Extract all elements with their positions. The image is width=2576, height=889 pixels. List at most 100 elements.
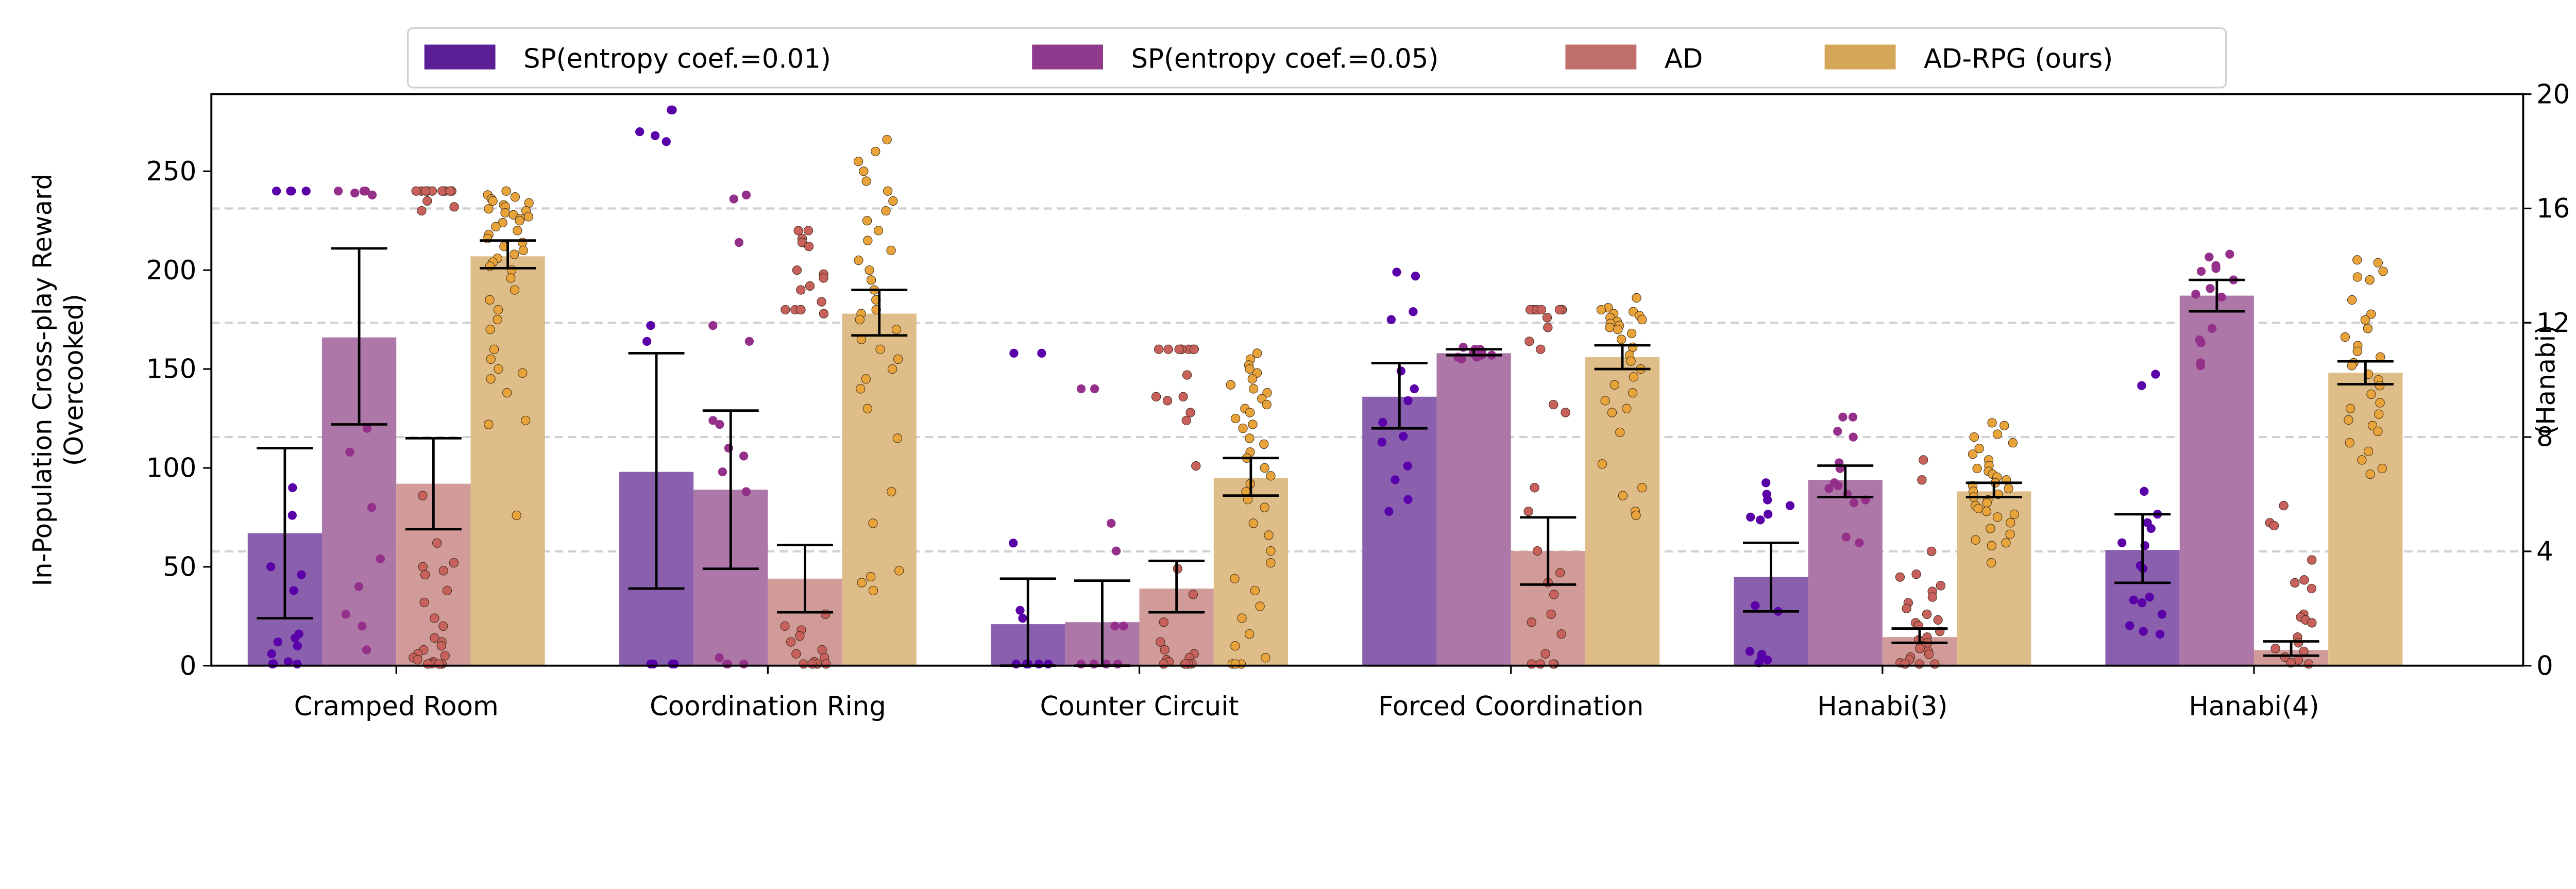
data-point [2008,438,2018,448]
data-point [267,659,277,669]
data-point [2139,627,2148,636]
data-point [708,321,718,330]
data-point [2299,575,2309,585]
data-point [1523,507,1533,516]
data-point [1409,307,1418,316]
data-point [1015,606,1025,615]
data-point [1403,461,1412,471]
data-point [1245,629,1255,639]
data-point [1191,461,1201,471]
data-point [1999,421,2009,431]
data-point [358,622,367,631]
data-point [1546,609,1556,619]
data-point [2001,538,2011,548]
data-point [2269,521,2279,531]
data-point [2290,578,2300,588]
data-point [868,585,878,595]
data-point [1930,659,1940,669]
data-point [2004,483,2013,494]
data-point [1151,392,1161,401]
data-point [1089,659,1099,669]
data-point [1533,546,1543,556]
data-point [1230,574,1240,583]
data-point [715,653,724,662]
data-point [1917,475,1927,485]
data-point [1255,601,1265,611]
data-point [1037,348,1046,358]
data-point [367,503,377,512]
data-point [1110,622,1120,631]
data-point [513,226,522,236]
data-point [1987,541,1996,550]
data-point [283,657,293,666]
data-point [1548,659,1558,669]
data-point [1849,498,1859,508]
data-point [434,659,444,669]
data-point [1631,510,1641,521]
data-point [1536,344,1546,354]
data-point [493,315,502,325]
data-point [1933,615,1943,625]
data-point [1230,659,1241,669]
data-point [1264,530,1274,540]
data-point [2363,324,2372,333]
bar [470,256,545,666]
data-point [883,186,893,196]
data-point [795,631,805,641]
data-point [2205,253,2214,262]
data-point [297,570,306,579]
data-point [1011,659,1021,669]
axes: 0 50 100 150 200 250 0 4 8 12 16 20 Cramped Room Coor… [146,79,2570,722]
data-point [442,585,452,595]
bar [2328,373,2403,666]
data-point [1107,518,1116,528]
data-point [646,321,655,330]
data-point [1530,483,1539,493]
data-point [2375,398,2385,408]
data-point [2206,284,2215,293]
data-point [1076,659,1086,669]
data-point [301,187,311,196]
data-point [2307,555,2317,565]
data-point [354,582,364,591]
data-point [1043,659,1053,669]
data-point [445,186,455,196]
data-point [662,137,671,146]
data-point [272,187,281,196]
data-point [1993,512,2003,522]
error-bars [257,239,2394,667]
data-point [1974,444,1984,454]
data-point [1543,323,1553,332]
data-point [413,655,422,665]
data-point [718,467,727,477]
data-point [668,659,677,669]
data-point [485,325,495,334]
data-point [486,354,496,364]
data-point [1411,272,1420,281]
data-point [287,511,297,520]
data-point [1266,546,1276,556]
y-tick-label-right: 8 [2536,422,2553,453]
data-point [500,208,510,218]
data-point [891,325,902,334]
data-point [1924,649,1934,659]
data-point [2208,324,2217,333]
data-point [780,621,790,631]
data-point [1992,429,2003,439]
bar [842,313,917,666]
data-point [1076,384,1086,394]
data-point [420,186,430,196]
data-point [1561,408,1570,417]
data-point [1391,475,1400,484]
data-point [1981,507,1991,516]
data-point [1902,603,1911,613]
data-point [1178,392,1188,401]
data-point [422,659,433,669]
data-point [793,226,803,236]
data-point [1969,432,1979,442]
data-point [1627,328,1637,339]
data-point [1936,581,1946,591]
data-point [2374,409,2384,419]
data-point [1113,659,1123,669]
legend-swatch [1824,44,1896,70]
